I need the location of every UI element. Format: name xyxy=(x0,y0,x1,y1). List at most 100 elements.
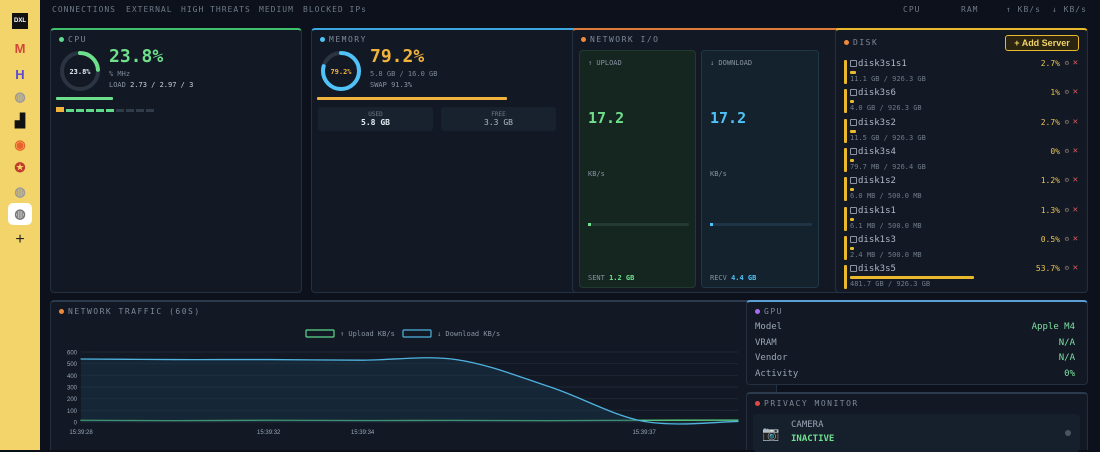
remove-icon[interactable]: ✕ xyxy=(1073,234,1078,244)
hub-icon[interactable]: H xyxy=(12,66,28,82)
series-point xyxy=(174,359,175,360)
add-icon[interactable]: + xyxy=(12,232,28,248)
cpu-core-bar xyxy=(136,109,144,112)
y-tick-label: 200 xyxy=(67,397,78,403)
disk-size: 11.1 GB / 926.3 GB xyxy=(850,75,926,83)
cpu-core-bar xyxy=(76,109,84,112)
globe-icon-3[interactable]: ◍ xyxy=(8,203,32,225)
gpu-title: GPU xyxy=(755,307,783,316)
globe-icon[interactable]: ◍ xyxy=(12,89,28,105)
gpu-vram-value: N/A xyxy=(1059,338,1075,348)
settings-icon[interactable]: ⚙ xyxy=(1065,235,1069,243)
disk-accent-bar xyxy=(844,148,847,172)
nav-blocked-ips[interactable]: BLOCKED IPs xyxy=(303,5,367,14)
series-point xyxy=(268,359,269,360)
settings-icon[interactable]: ⚙ xyxy=(1065,59,1069,67)
disk-usage-fill xyxy=(850,218,854,221)
series-point xyxy=(362,360,363,361)
cpu-load-value: 2.73 / 2.97 / 3 xyxy=(130,81,193,89)
nav-external[interactable]: EXTERNAL xyxy=(126,5,173,14)
disk-usage-fill xyxy=(850,130,856,133)
disk-name: disk3s2 xyxy=(858,118,896,128)
gpu-title-text: GPU xyxy=(764,307,783,316)
series-point xyxy=(644,421,645,422)
remove-icon[interactable]: ✕ xyxy=(1073,58,1078,68)
nav-connections[interactable]: CONNECTIONS xyxy=(52,5,116,14)
download-area xyxy=(81,358,738,424)
memory-free-value: 3.3 GB xyxy=(441,118,556,127)
inbox-icon[interactable]: ▟ xyxy=(12,113,28,129)
remove-icon[interactable]: ✕ xyxy=(1073,175,1078,185)
gpu-panel: GPU Model Apple M4 VRAM N/A Vendor N/A A… xyxy=(746,300,1088,385)
settings-icon[interactable]: ⚙ xyxy=(1065,118,1069,126)
remove-icon[interactable]: ✕ xyxy=(1073,146,1078,156)
x-tick-label: 15:39:37 xyxy=(632,430,656,436)
remove-icon[interactable]: ✕ xyxy=(1073,87,1078,97)
settings-icon[interactable]: ⚙ xyxy=(1065,264,1069,272)
y-tick-label: 100 xyxy=(67,409,78,415)
dxl-icon[interactable]: DXL xyxy=(12,13,28,29)
camera-card: 📷 CAMERA INACTIVE xyxy=(753,414,1080,452)
cpu-gauge-label: 23.8% xyxy=(69,68,91,76)
cpu-panel: CPU 23.8% 23.8% % MHz LOAD 2.73 / 2.97 /… xyxy=(50,28,302,293)
drive-icon xyxy=(850,60,857,67)
cpu-usage-bar xyxy=(56,97,113,100)
x-tick-label: 15:39:34 xyxy=(351,430,375,436)
disk-accent-bar xyxy=(844,89,847,113)
sent-value: 1.2 GB xyxy=(609,274,634,282)
gpu-vendor-label: Vendor xyxy=(755,353,788,363)
series-point xyxy=(737,421,738,422)
disk-percent: 1% xyxy=(1050,88,1060,97)
memory-free-box: FREE 3.3 GB xyxy=(441,107,556,131)
nav-medium[interactable]: MEDIUM xyxy=(259,5,294,14)
star-badge-icon[interactable]: ✪ xyxy=(12,160,28,176)
drive-icon xyxy=(850,148,857,155)
gpu-model-label: Model xyxy=(755,322,782,332)
network-io-panel: NETWORK I/O ↑ UPLOAD 17.2 KB/s SENT 1.2 … xyxy=(572,28,866,293)
settings-icon[interactable]: ⚙ xyxy=(1065,88,1069,96)
add-server-button[interactable]: + Add Server xyxy=(1005,35,1079,51)
memory-gauge: 79.2% xyxy=(319,49,363,93)
disk-percent: 53.7% xyxy=(1036,264,1060,273)
globe-icon-3-label: ◍ xyxy=(14,206,25,222)
remove-icon[interactable]: ✕ xyxy=(1073,205,1078,215)
drive-icon xyxy=(850,119,857,126)
disk-name: disk1s3 xyxy=(858,235,896,245)
nav-upload-rate: ↑ KB/s xyxy=(1006,5,1041,14)
settings-icon[interactable]: ⚙ xyxy=(1065,206,1069,214)
privacy-title-text: PRIVACY MONITOR xyxy=(764,399,859,408)
memory-percent: 79.2% xyxy=(370,46,424,67)
memory-used-value: 5.8 GB xyxy=(318,118,433,127)
download-card: ↓ DOWNLOAD 17.2 KB/s RECV 4.4 GB xyxy=(701,50,819,288)
disk-percent: 2.7% xyxy=(1041,59,1060,68)
globe-icon-2[interactable]: ◍ xyxy=(12,184,28,200)
settings-icon[interactable]: ⚙ xyxy=(1065,176,1069,184)
gpu-model-value: Apple M4 xyxy=(1032,322,1075,332)
github-icon[interactable]: ◉ xyxy=(12,137,28,153)
y-tick-label: 400 xyxy=(67,374,78,380)
upload-meter-fill xyxy=(588,223,591,226)
nav-high-threats[interactable]: HIGH THREATS xyxy=(181,5,251,14)
globe-icon-label: ◍ xyxy=(14,89,25,105)
series-point xyxy=(737,420,738,421)
disk-accent-bar xyxy=(844,119,847,143)
disk-usage-fill xyxy=(850,276,974,279)
camera-status: INACTIVE xyxy=(791,434,834,444)
gpu-vendor-value: N/A xyxy=(1059,353,1075,363)
nav-cpu: CPU xyxy=(903,5,920,14)
gmail-icon[interactable]: M xyxy=(12,40,28,56)
drive-icon xyxy=(850,236,857,243)
cpu-title: CPU xyxy=(59,35,87,44)
remove-icon[interactable]: ✕ xyxy=(1073,117,1078,127)
remove-icon[interactable]: ✕ xyxy=(1073,263,1078,273)
cpu-core-bar xyxy=(56,107,64,112)
settings-icon[interactable]: ⚙ xyxy=(1065,147,1069,155)
drive-icon xyxy=(850,265,857,272)
upload-value: 17.2 xyxy=(588,109,624,127)
